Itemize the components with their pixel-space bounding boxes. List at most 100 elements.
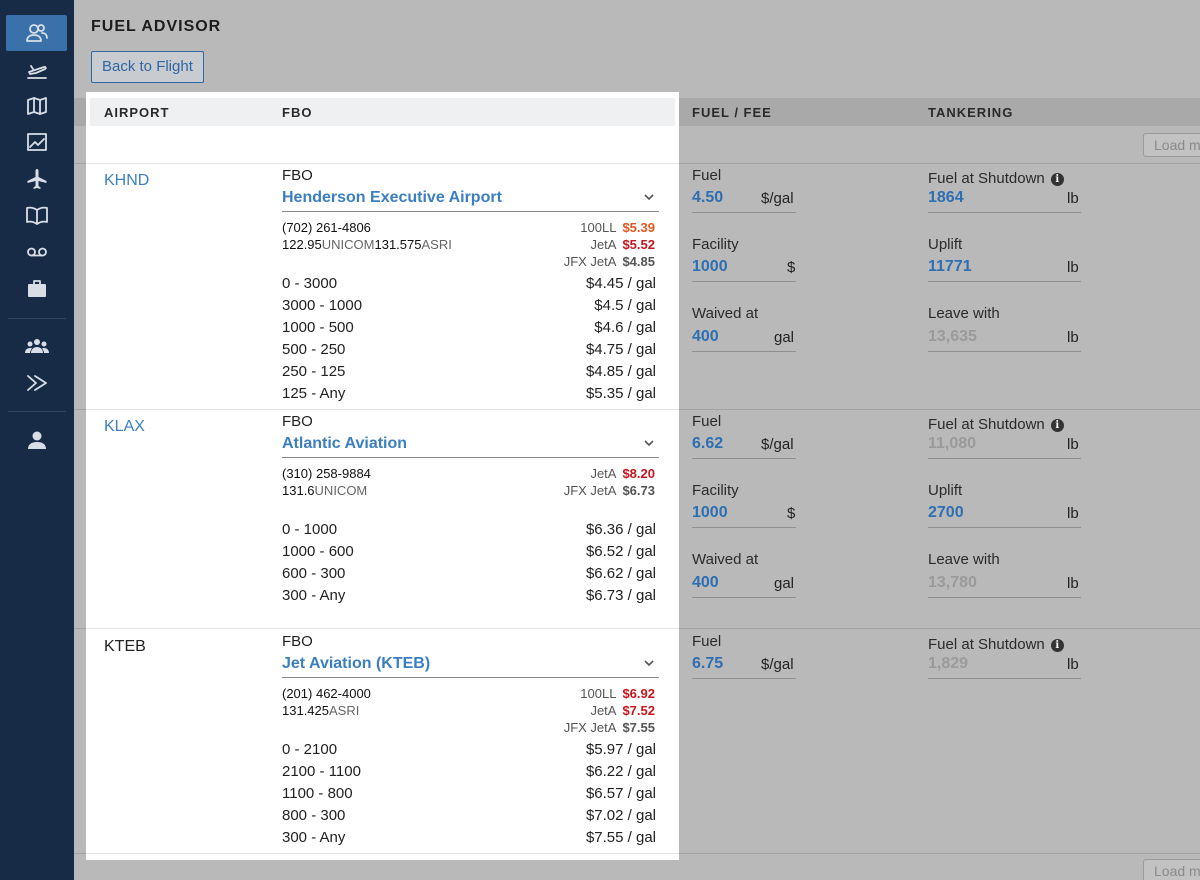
crew-icon bbox=[25, 24, 48, 42]
tier-price: $4.45 / gal bbox=[585, 275, 656, 292]
fuel-input[interactable]: 4.50 bbox=[692, 189, 724, 206]
tier-price: $7.02 / gal bbox=[585, 807, 656, 824]
load-button[interactable]: Load m bbox=[1143, 133, 1200, 157]
nav-top-partial-icon bbox=[25, 0, 49, 8]
input-underline bbox=[692, 597, 796, 598]
shutdown-label: Fuel at Shutdown i bbox=[928, 170, 1064, 187]
nav-crew[interactable] bbox=[6, 15, 67, 51]
info-icon[interactable]: i bbox=[1050, 639, 1064, 652]
fuel-input[interactable]: 6.62 bbox=[692, 435, 724, 452]
nav-forward[interactable] bbox=[6, 365, 67, 401]
tier-range: 1100 - 800 bbox=[282, 785, 353, 802]
tier-range: 300 - Any bbox=[282, 829, 346, 846]
shutdown-input[interactable]: 1864 bbox=[928, 189, 964, 206]
tier-range: 0 - 1000 bbox=[282, 521, 338, 538]
leave-value: 13,780 bbox=[928, 574, 977, 591]
nav-chart[interactable] bbox=[6, 124, 67, 160]
nav-map[interactable] bbox=[6, 88, 67, 124]
waived-label: Waived at bbox=[692, 305, 759, 322]
row-divider bbox=[86, 163, 679, 164]
price-tier: 1100 - 800 $6.57 / gal bbox=[282, 785, 656, 802]
fuel-label: Fuel bbox=[692, 633, 722, 650]
fbo-phone: (702) 261-4806 bbox=[282, 220, 371, 235]
nav-group[interactable] bbox=[6, 328, 67, 364]
back-to-flight-button[interactable]: Back to Flight bbox=[91, 51, 204, 83]
input-underline bbox=[928, 597, 1081, 598]
departure-icon bbox=[26, 65, 47, 79]
facility-unit: $ bbox=[787, 259, 796, 276]
fuel-unit: $/gal bbox=[761, 190, 794, 207]
shutdown-unit: lb bbox=[1067, 190, 1079, 207]
fuel-label: Fuel bbox=[692, 413, 722, 430]
uplift-input[interactable]: 11771 bbox=[928, 258, 972, 275]
chevron-down-icon[interactable] bbox=[642, 190, 656, 204]
facility-input[interactable]: 1000 bbox=[692, 258, 728, 275]
shutdown-unit: lb bbox=[1067, 436, 1079, 453]
chevron-down-icon[interactable] bbox=[642, 436, 656, 450]
info-icon[interactable]: i bbox=[1050, 419, 1064, 432]
waived-unit: gal bbox=[774, 329, 795, 346]
price-tier: 300 - Any $6.73 / gal bbox=[282, 587, 656, 604]
price-tier: 0 - 2100 $5.97 / gal bbox=[282, 741, 656, 758]
shutdown-label-text: Fuel at Shutdown bbox=[928, 636, 1045, 653]
waived-input[interactable]: 400 bbox=[692, 574, 719, 591]
nav-book[interactable] bbox=[6, 197, 67, 233]
fbo-label: FBO bbox=[282, 167, 313, 184]
nav-briefcase[interactable] bbox=[6, 271, 67, 307]
tier-price: $5.35 / gal bbox=[585, 385, 656, 402]
sidebar bbox=[0, 0, 74, 880]
fbo-select[interactable]: Henderson Executive Airport bbox=[282, 189, 502, 206]
tier-range: 125 - Any bbox=[282, 385, 346, 402]
tier-range: 600 - 300 bbox=[282, 565, 346, 582]
airport-link-khnd[interactable]: KHND bbox=[104, 172, 150, 189]
input-underline bbox=[692, 212, 796, 213]
tier-price: $5.97 / gal bbox=[585, 741, 656, 758]
radio-freq: 131.6 bbox=[282, 483, 315, 498]
tier-range: 1000 - 600 bbox=[282, 543, 354, 560]
tier-price: $4.85 / gal bbox=[585, 363, 656, 380]
tier-price: $6.57 / gal bbox=[585, 785, 656, 802]
panel-header bbox=[90, 98, 675, 126]
input-underline bbox=[928, 212, 1081, 213]
load-button[interactable]: Load m bbox=[1143, 859, 1200, 880]
radio-freq: 131.575 bbox=[374, 237, 422, 252]
column-header-airport: AIRPORT bbox=[104, 105, 170, 120]
fuel-unit: $/gal bbox=[761, 436, 794, 453]
input-underline bbox=[928, 678, 1081, 679]
shutdown-label: Fuel at Shutdown i bbox=[928, 636, 1064, 653]
tier-price: $6.36 / gal bbox=[585, 521, 656, 538]
fuel-price: JetA $7.52 bbox=[590, 703, 655, 718]
price-tier: 2100 - 1100 $6.22 / gal bbox=[282, 763, 656, 780]
nav-separator bbox=[8, 411, 66, 412]
nav-user[interactable] bbox=[6, 422, 67, 458]
radio-name: UNICOM bbox=[321, 237, 375, 252]
fbo-panel bbox=[86, 92, 679, 860]
fuel-type: JetA bbox=[590, 237, 617, 252]
fbo-select[interactable]: Jet Aviation (KTEB) bbox=[282, 655, 431, 672]
nav-top-partial[interactable] bbox=[6, 0, 67, 6]
nav-departure[interactable] bbox=[6, 52, 67, 88]
input-underline bbox=[692, 281, 796, 282]
forward-icon bbox=[26, 375, 47, 391]
fuel-type: JFX JetA bbox=[563, 720, 617, 735]
radio-freq: 131.425 bbox=[282, 703, 329, 718]
airport-link-klax[interactable]: KLAX bbox=[104, 418, 145, 435]
tier-range: 800 - 300 bbox=[282, 807, 346, 824]
fuel-label: Fuel bbox=[692, 167, 722, 184]
nav-voicemail[interactable] bbox=[6, 234, 67, 270]
price-tier: 1000 - 500 $4.6 / gal bbox=[282, 319, 656, 336]
info-icon[interactable]: i bbox=[1050, 173, 1064, 186]
fuel-price: 100LL $5.39 bbox=[580, 220, 655, 235]
uplift-input[interactable]: 2700 bbox=[928, 504, 964, 521]
tier-price: $6.73 / gal bbox=[585, 587, 656, 604]
facility-input[interactable]: 1000 bbox=[692, 504, 728, 521]
fuel-input[interactable]: 6.75 bbox=[692, 655, 724, 672]
fbo-select[interactable]: Atlantic Aviation bbox=[282, 435, 408, 452]
fuel-unit: $/gal bbox=[761, 656, 794, 673]
nav-airplane[interactable] bbox=[6, 161, 67, 197]
chevron-down-icon[interactable] bbox=[642, 656, 656, 670]
chart-icon bbox=[26, 133, 47, 151]
fuel-price-value: $6.73 bbox=[622, 483, 655, 498]
waived-input[interactable]: 400 bbox=[692, 328, 719, 345]
tier-range: 0 - 2100 bbox=[282, 741, 338, 758]
